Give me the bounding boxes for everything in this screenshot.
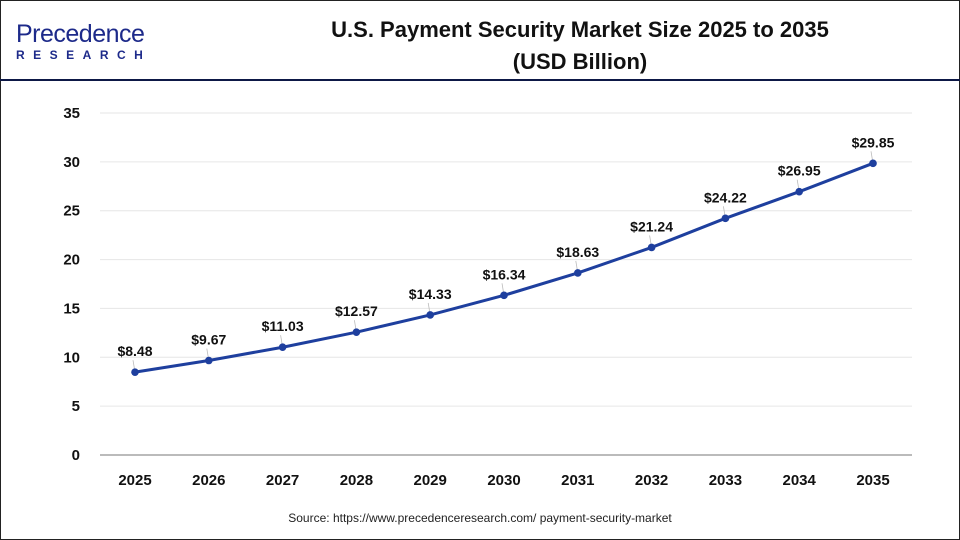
data-point bbox=[721, 214, 730, 223]
logo-sub: RESEARCH bbox=[16, 48, 152, 62]
x-tick-label: 2030 bbox=[487, 472, 520, 489]
x-tick-label: 2025 bbox=[118, 472, 151, 489]
data-point bbox=[869, 159, 877, 168]
data-point bbox=[352, 328, 361, 336]
data-label: $18.63 bbox=[556, 244, 599, 260]
x-tick-label: 2026 bbox=[192, 472, 225, 489]
x-tick-label: 2029 bbox=[414, 472, 447, 489]
data-point bbox=[131, 368, 139, 376]
data-label: $26.95 bbox=[778, 163, 821, 179]
logo: Precedence RESEARCH bbox=[16, 20, 166, 65]
x-tick-label: 2027 bbox=[266, 472, 299, 489]
data-label: $9.67 bbox=[191, 332, 226, 348]
data-label: $29.85 bbox=[852, 134, 895, 150]
y-tick-label: 35 bbox=[63, 105, 80, 122]
data-label: $14.33 bbox=[409, 286, 452, 302]
y-tick-label: 20 bbox=[63, 252, 80, 269]
source-text: Source: https://www.precedenceresearch.c… bbox=[288, 511, 672, 525]
x-tick-label: 2028 bbox=[340, 472, 373, 489]
data-point bbox=[426, 311, 435, 319]
x-tick-label: 2033 bbox=[709, 472, 742, 489]
x-tick-label: 2035 bbox=[856, 472, 889, 489]
y-tick-label: 30 bbox=[63, 154, 80, 171]
chart-title: U.S. Payment Security Market Size 2025 t… bbox=[200, 14, 960, 78]
logo-name: Precedence bbox=[16, 20, 145, 48]
data-point bbox=[795, 187, 803, 196]
data-label: $12.57 bbox=[335, 303, 378, 319]
data-label: $24.22 bbox=[704, 189, 747, 205]
y-tick-label: 5 bbox=[72, 398, 80, 415]
data-point bbox=[647, 243, 656, 252]
data-label: $8.48 bbox=[117, 343, 152, 359]
data-point bbox=[574, 269, 582, 277]
data-point bbox=[278, 343, 287, 352]
data-label: $21.24 bbox=[630, 218, 673, 234]
title-line-1: U.S. Payment Security Market Size 2025 t… bbox=[331, 17, 829, 42]
data-label: $16.34 bbox=[483, 266, 526, 282]
y-tick-label: 0 bbox=[72, 447, 80, 464]
data-point bbox=[205, 356, 213, 365]
y-tick-label: 10 bbox=[63, 349, 80, 366]
x-tick-label: 2031 bbox=[561, 472, 594, 489]
title-line-2: (USD Billion) bbox=[512, 49, 648, 74]
data-point bbox=[500, 291, 508, 300]
x-tick-label: 2034 bbox=[783, 472, 817, 489]
y-tick-label: 25 bbox=[63, 203, 80, 220]
y-tick-label: 15 bbox=[63, 300, 80, 317]
header-divider bbox=[0, 79, 960, 81]
x-tick-label: 2032 bbox=[635, 472, 668, 489]
data-label: $11.03 bbox=[262, 318, 304, 334]
